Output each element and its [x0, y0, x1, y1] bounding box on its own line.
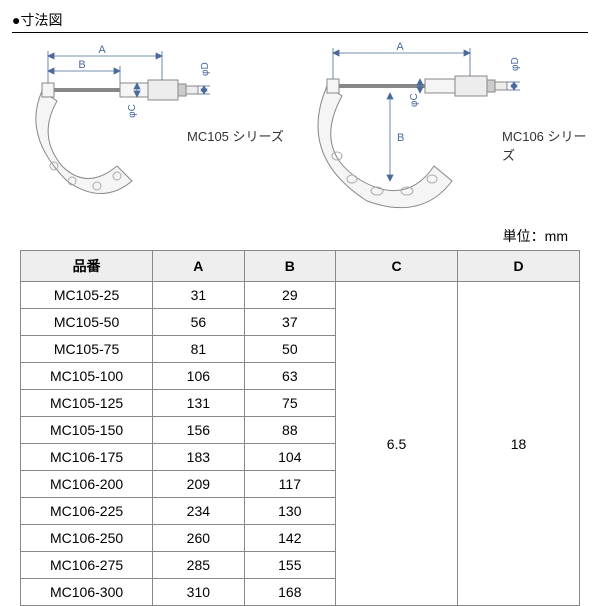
- cell-B: 142: [244, 525, 335, 552]
- cell-A: 81: [153, 336, 244, 363]
- cell-pn: MC105-100: [21, 363, 153, 390]
- cell-A: 156: [153, 417, 244, 444]
- dim-A-label: A: [396, 41, 404, 53]
- cell-pn: MC106-300: [21, 579, 153, 606]
- series-label-mc106: MC106 シリーズ: [502, 126, 592, 164]
- series-label-mc105: MC105 シリーズ: [187, 126, 284, 145]
- cell-B: 104: [244, 444, 335, 471]
- cell-A: 209: [153, 471, 244, 498]
- col-header-C: C: [336, 251, 458, 282]
- dim-phiD-label: φD: [200, 62, 211, 76]
- cell-pn: MC106-250: [21, 525, 153, 552]
- col-header-pn: 品番: [21, 251, 153, 282]
- cell-pn: MC105-125: [21, 390, 153, 417]
- cell-pn: MC106-200: [21, 471, 153, 498]
- dim-phiC-label: φC: [409, 93, 420, 107]
- cell-pn: MC106-175: [21, 444, 153, 471]
- dim-A-label: A: [98, 44, 106, 56]
- cell-pn: MC106-225: [21, 498, 153, 525]
- cell-B: 50: [244, 336, 335, 363]
- cell-A: 234: [153, 498, 244, 525]
- cell-C-merged: 6.5: [336, 282, 458, 606]
- cell-pn: MC105-75: [21, 336, 153, 363]
- cell-A: 131: [153, 390, 244, 417]
- diagram-mc106: A B φC φD M: [302, 41, 592, 216]
- cell-B: 29: [244, 282, 335, 309]
- cell-A: 106: [153, 363, 244, 390]
- cell-pn: MC105-25: [21, 282, 153, 309]
- table-header-row: 品番 A B C D: [21, 251, 580, 282]
- cell-B: 37: [244, 309, 335, 336]
- col-header-D: D: [458, 251, 580, 282]
- diagrams-area: A B φC φD: [12, 41, 588, 216]
- cell-pn: MC105-150: [21, 417, 153, 444]
- cell-B: 168: [244, 579, 335, 606]
- cell-B: 88: [244, 417, 335, 444]
- col-header-B: B: [244, 251, 335, 282]
- cell-pn: MC106-275: [21, 552, 153, 579]
- cell-B: 155: [244, 552, 335, 579]
- cell-A: 260: [153, 525, 244, 552]
- cell-D-merged: 18: [458, 282, 580, 606]
- dim-B-label: B: [397, 132, 404, 144]
- cell-A: 183: [153, 444, 244, 471]
- cell-B: 117: [244, 471, 335, 498]
- cell-A: 56: [153, 309, 244, 336]
- dimension-table: 品番 A B C D MC105-2531296.518MC105-505637…: [20, 250, 580, 606]
- unit-label: 単位：mm: [12, 226, 588, 246]
- dim-phiC-label: φC: [127, 104, 138, 118]
- cell-B: 130: [244, 498, 335, 525]
- dim-phiD-label: φD: [510, 57, 521, 71]
- cell-B: 75: [244, 390, 335, 417]
- dim-B-label: B: [78, 59, 85, 71]
- diagram-mc105: A B φC φD: [12, 41, 292, 216]
- section-title: ●寸法図: [12, 10, 588, 33]
- cell-A: 285: [153, 552, 244, 579]
- cell-A: 31: [153, 282, 244, 309]
- cell-A: 310: [153, 579, 244, 606]
- cell-B: 63: [244, 363, 335, 390]
- col-header-A: A: [153, 251, 244, 282]
- table-row: MC105-2531296.518: [21, 282, 580, 309]
- cell-pn: MC105-50: [21, 309, 153, 336]
